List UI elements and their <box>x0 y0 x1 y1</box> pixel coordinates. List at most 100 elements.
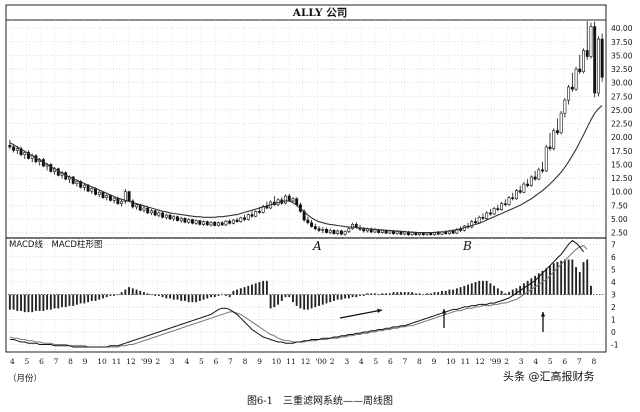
trend-arrow-head <box>377 308 382 313</box>
macd-histogram-bar <box>504 293 507 295</box>
price-y-tick-label: 5.00 <box>611 215 628 224</box>
x-tick-label: 10 <box>97 357 107 366</box>
macd-histogram-bar <box>72 294 75 306</box>
candle-body <box>459 228 463 231</box>
candle-body <box>347 228 351 232</box>
macd-histogram-bar <box>146 293 149 295</box>
macd-histogram-bar <box>418 293 421 295</box>
candle-body <box>470 221 474 228</box>
candle-body <box>213 221 217 226</box>
macd-histogram-bar <box>258 282 261 295</box>
trend-arrow <box>339 309 383 319</box>
macd-histogram-bar <box>195 294 198 303</box>
macd-histogram-bar <box>526 280 529 295</box>
macd-histogram-bar <box>46 294 49 310</box>
macd-histogram-bar <box>414 293 417 295</box>
candle-body <box>246 214 250 220</box>
macd-histogram-bar <box>254 283 257 295</box>
x-tick-label: 12 <box>126 357 136 366</box>
candle-body <box>149 210 153 214</box>
candle-body <box>217 222 220 226</box>
x-tick-label: 5 <box>199 357 204 366</box>
macd-histogram-bar <box>187 294 190 303</box>
macd-histogram-bar <box>373 293 376 295</box>
macd-histogram-bar <box>400 292 402 295</box>
candle-body <box>112 197 116 201</box>
x-tick-label: 6 <box>562 357 567 366</box>
macd-histogram-bar <box>169 294 171 299</box>
macd-histogram-bar <box>172 294 175 300</box>
candle-body <box>231 219 235 224</box>
macd-histogram-bar <box>556 262 559 295</box>
macd-histogram-bar <box>318 294 320 306</box>
candle-body <box>444 231 448 234</box>
macd-histogram-bar <box>377 294 380 296</box>
candle-body <box>135 204 138 208</box>
macd-histogram-bar <box>217 294 220 296</box>
macd-histogram-bar <box>515 288 518 295</box>
candle-body <box>369 228 373 233</box>
candle-body <box>373 229 377 233</box>
macd-histogram-bar <box>321 294 324 305</box>
candle-body <box>108 195 112 201</box>
macd-histogram-bar <box>228 294 231 298</box>
candle-body <box>380 230 384 233</box>
candle-body <box>488 212 492 215</box>
macd-y-tick-label: 4 <box>611 278 616 287</box>
annotation-label-a: A <box>312 239 322 253</box>
macd-histogram-bar <box>333 294 335 301</box>
macd-histogram-bar <box>8 294 11 310</box>
macd-histogram-bar <box>109 294 112 296</box>
x-tick-label: 11 <box>112 357 122 366</box>
macd-histogram-bar <box>198 294 201 301</box>
price-y-tick-label: 25.00 <box>611 106 633 115</box>
macd-line <box>9 239 584 348</box>
candle-body <box>168 214 172 220</box>
candle-body <box>284 195 287 204</box>
macd-histogram-bar <box>299 294 302 309</box>
candle-body <box>254 210 258 217</box>
price-y-tick-label: 7.50 <box>611 201 628 210</box>
candle-body <box>146 207 150 214</box>
macd-histogram-bar <box>94 294 97 301</box>
x-tick-label: 3 <box>519 357 524 366</box>
price-y-tick-label: 30.00 <box>611 79 633 88</box>
candle-body <box>127 191 131 202</box>
candle-body <box>161 212 165 218</box>
macd-histogram-bar <box>16 294 19 311</box>
candle-body <box>336 230 340 234</box>
candle-body <box>429 232 433 236</box>
candle-body <box>228 220 232 224</box>
macd-histogram-bar <box>582 262 585 295</box>
candle-body <box>403 231 407 235</box>
candle-body <box>265 206 269 209</box>
macd-panel-title: MACD线 MACD柱形图 <box>9 239 102 250</box>
macd-histogram-bar <box>191 294 194 303</box>
macd-histogram-bar <box>277 294 279 305</box>
macd-histogram-bar <box>64 294 67 308</box>
macd-histogram-bar <box>128 287 130 295</box>
macd-histogram-bar <box>552 263 555 295</box>
macd-histogram-bar <box>49 294 52 310</box>
candle-body <box>552 130 556 149</box>
candle-body <box>485 212 489 219</box>
macd-histogram-bar <box>87 294 90 303</box>
candle-body <box>436 232 440 235</box>
macd-histogram-bar <box>38 294 41 311</box>
macd-histogram-bar <box>385 293 388 295</box>
macd-histogram-bar <box>75 294 78 305</box>
moving-average-line <box>9 105 603 234</box>
macd-histogram-bar <box>567 259 570 295</box>
candle-body <box>537 169 541 180</box>
macd-histogram-bar <box>388 293 391 295</box>
macd-histogram-bar <box>251 284 253 295</box>
macd-histogram-bar <box>31 294 34 313</box>
macd-y-tick-label: 2 <box>611 303 616 312</box>
macd-histogram-bar <box>489 283 492 295</box>
candle-body <box>339 230 343 235</box>
macd-histogram-bar <box>459 287 462 295</box>
macd-histogram-bar <box>563 259 566 295</box>
candle-body <box>481 216 485 219</box>
macd-histogram-bar <box>213 294 216 298</box>
macd-histogram-bar <box>482 280 484 295</box>
